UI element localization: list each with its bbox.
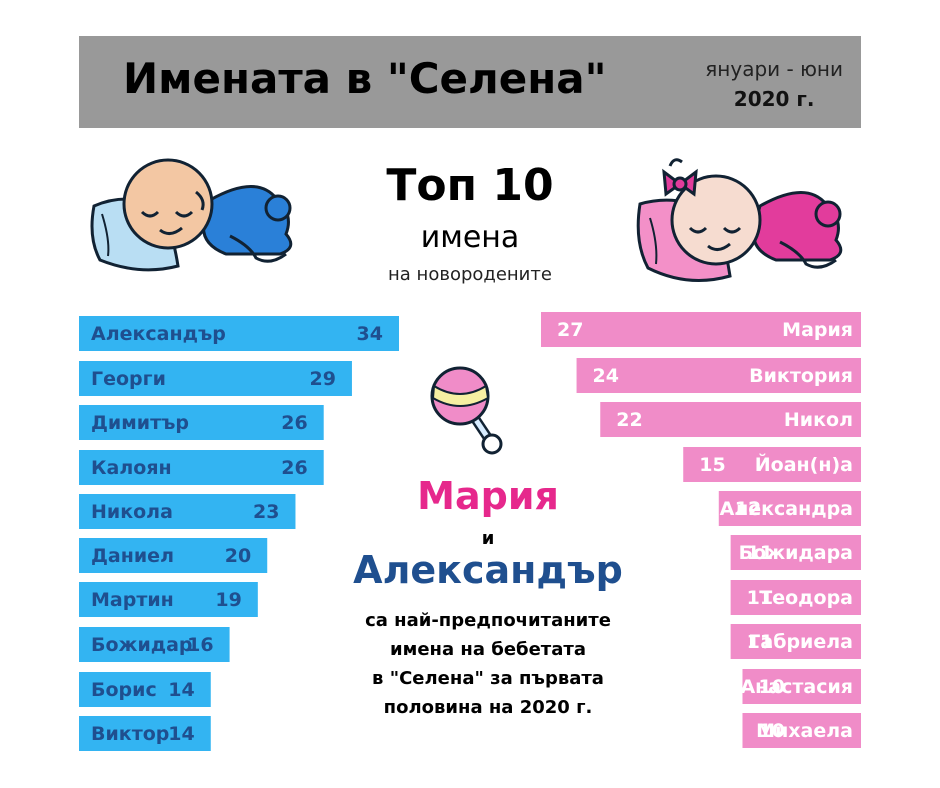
boy-value-label: 23	[253, 501, 279, 523]
boy-bar	[79, 627, 230, 662]
girl-bar	[742, 669, 861, 704]
boy-bar	[79, 582, 258, 617]
boy-bar	[79, 316, 399, 351]
summary-text: са най-предпочитаните имена на бебетата …	[340, 606, 636, 722]
rattle-icon	[430, 366, 503, 455]
boy-name-label: Георги	[91, 368, 166, 390]
girl-value-label: 11	[747, 542, 773, 564]
boy-bar	[79, 538, 268, 573]
girl-value-label: 11	[747, 587, 773, 609]
girl-bar	[541, 312, 861, 347]
girl-value-label: 11	[747, 631, 773, 653]
page-title: Имената в "Селена"	[123, 54, 607, 103]
girl-bar	[576, 358, 861, 393]
boy-bar	[79, 716, 211, 751]
boy-name-label: Димитър	[91, 412, 189, 434]
boy-value-label: 26	[281, 412, 307, 434]
girl-name-label: Мария	[782, 319, 853, 341]
boy-name-label: Мартин	[91, 589, 174, 611]
boy-value-label: 26	[281, 457, 307, 479]
girl-value-label: 10	[758, 720, 784, 742]
boy-bar	[79, 405, 324, 440]
girl-bar	[730, 624, 861, 659]
boy-name-label: Даниел	[91, 545, 174, 567]
girl-value-label: 10	[758, 676, 784, 698]
girl-bar	[600, 402, 861, 437]
sleeping-baby-girl-icon	[636, 158, 843, 282]
girl-name-label: Теодора	[759, 587, 853, 609]
top-boy-name: Александър	[353, 548, 623, 592]
boy-bar	[79, 361, 352, 396]
girl-bar	[742, 713, 861, 748]
girl-name-label: Йоан(н)а	[755, 453, 853, 476]
boy-value-label: 19	[215, 589, 241, 611]
boy-name-label: Виктор	[91, 723, 169, 745]
top-girl-name: Мария	[417, 474, 559, 518]
boy-name-label: Борис	[91, 679, 157, 701]
girl-name-label: Никол	[784, 409, 853, 431]
girl-value-label: 24	[593, 365, 619, 387]
header-banner: Имената в "Селена" януари - юни 2020 г.	[79, 36, 861, 128]
boy-name-label: Божидар	[91, 634, 193, 656]
summary-line-3: в "Селена" за първата	[372, 668, 604, 689]
boy-value-label: 29	[309, 368, 335, 390]
girl-bar	[718, 491, 861, 526]
names-heading: имена	[420, 220, 520, 255]
girl-name-label: Виктория	[749, 365, 853, 387]
boy-value-label: 14	[168, 679, 194, 701]
conjunction-text: и	[481, 528, 495, 549]
sleeping-baby-boy-icon	[90, 158, 293, 272]
top10-heading: Топ 10	[386, 160, 554, 211]
summary-line-1: са най-предпочитаните	[365, 610, 611, 631]
girl-value-label: 15	[699, 454, 725, 476]
summary-line-4: половина на 2020 г.	[383, 697, 593, 718]
boy-name-label: Никола	[91, 501, 173, 523]
girl-value-label: 22	[616, 409, 642, 431]
boy-value-label: 20	[225, 545, 251, 567]
girl-name-label: Габриела	[748, 631, 853, 653]
boy-name-label: Калоян	[91, 457, 172, 479]
newborns-heading: на новородените	[388, 264, 552, 285]
boy-bar	[79, 450, 324, 485]
period-label: януари - юни 2020 г.	[705, 54, 843, 114]
summary-line-2: имена на бебетата	[390, 639, 586, 660]
boy-bar	[79, 494, 296, 529]
boy-value-label: 14	[168, 723, 194, 745]
girl-bar	[730, 580, 861, 615]
girl-name-label: Александра	[720, 498, 853, 520]
girl-bar	[683, 447, 861, 482]
boy-name-label: Александър	[91, 323, 226, 345]
boy-bar	[79, 672, 211, 707]
girl-value-label: 27	[557, 319, 583, 341]
girl-name-label: Михаела	[756, 720, 853, 742]
girl-name-label: Анастасия	[740, 676, 853, 698]
girl-name-label: Божидара	[739, 542, 853, 564]
boy-value-label: 16	[187, 634, 213, 656]
period-year: 2020 г.	[733, 87, 815, 111]
boy-value-label: 34	[357, 323, 383, 345]
girl-value-label: 12	[735, 498, 761, 520]
period-months: януари - юни	[705, 57, 843, 81]
girl-bar	[730, 535, 861, 570]
